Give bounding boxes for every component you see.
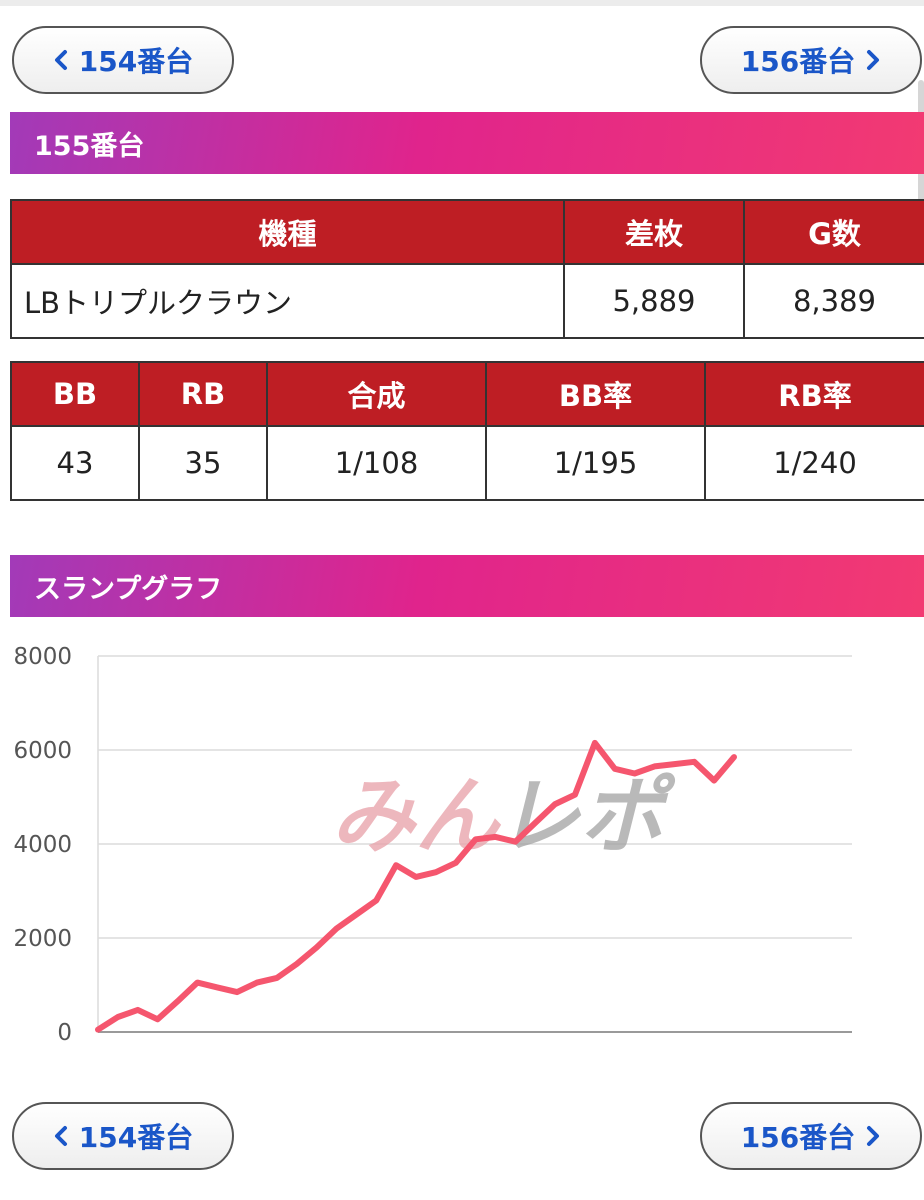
column-header-games: G数 [743,199,924,265]
column-header-bb-rate: BB率 [485,361,706,427]
next-machine-button-bottom[interactable]: 156番台 [700,1102,922,1170]
prev-machine-label: 154番台 [78,1121,194,1154]
diff-cell: 5,889 [563,263,745,339]
games-cell: 8,389 [743,263,924,339]
slump-graph-chart: みん レポ 8000 6000 4000 2000 0 [13,644,852,1046]
chevron-left-icon [54,50,67,70]
machine-name-cell: LBトリプルクラウン [10,263,565,339]
machine-number-header: 155番台 [10,112,924,174]
table-header-row: 機種 差枚 G数 [10,199,924,265]
next-machine-label: 156番台 [740,1121,856,1154]
prev-machine-label: 154番台 [78,45,194,78]
column-header-rb-rate: RB率 [704,361,924,427]
column-header-machine: 機種 [10,199,565,265]
machine-summary-table: 機種 差枚 G数 LBトリプルクラウン 5,889 8,389 [10,199,924,339]
top-edge [0,0,924,6]
bonus-stats-table: BB RB 合成 BB率 RB率 43 35 1/108 1/195 1/240 [10,361,924,501]
table-row: 43 35 1/108 1/195 1/240 [10,425,924,501]
watermark-logo: みん レポ [326,768,683,865]
y-tick-label: 8000 [13,644,72,670]
y-tick-label: 0 [57,1020,72,1046]
next-machine-button[interactable]: 156番台 [700,26,922,94]
prev-machine-button-bottom[interactable]: 154番台 [12,1102,234,1170]
combined-rate-cell: 1/108 [266,425,487,501]
y-tick-label: 4000 [13,832,72,858]
rb-count-cell: 35 [138,425,268,501]
y-tick-label: 6000 [13,738,72,764]
slump-series-line [95,739,737,1033]
bb-count-cell: 43 [10,425,140,501]
machine-number-title: 155番台 [34,130,145,162]
slump-graph-header: スランプグラフ [10,555,924,617]
slump-graph-title: スランプグラフ [34,573,223,605]
chevron-right-icon [867,50,880,70]
prev-machine-button[interactable]: 154番台 [12,26,234,94]
chevron-right-icon [867,1126,880,1146]
svg-text:レポ: レポ [491,768,683,865]
column-header-diff: 差枚 [563,199,745,265]
table-header-row: BB RB 合成 BB率 RB率 [10,361,924,427]
column-header-combined: 合成 [266,361,487,427]
y-tick-label: 2000 [13,926,72,952]
bb-rate-cell: 1/195 [485,425,706,501]
svg-text:みん: みん [326,768,518,865]
next-machine-label: 156番台 [740,45,856,78]
column-header-rb: RB [138,361,268,427]
column-header-bb: BB [10,361,140,427]
chevron-left-icon [54,1126,67,1146]
rb-rate-cell: 1/240 [704,425,924,501]
table-row: LBトリプルクラウン 5,889 8,389 [10,263,924,339]
